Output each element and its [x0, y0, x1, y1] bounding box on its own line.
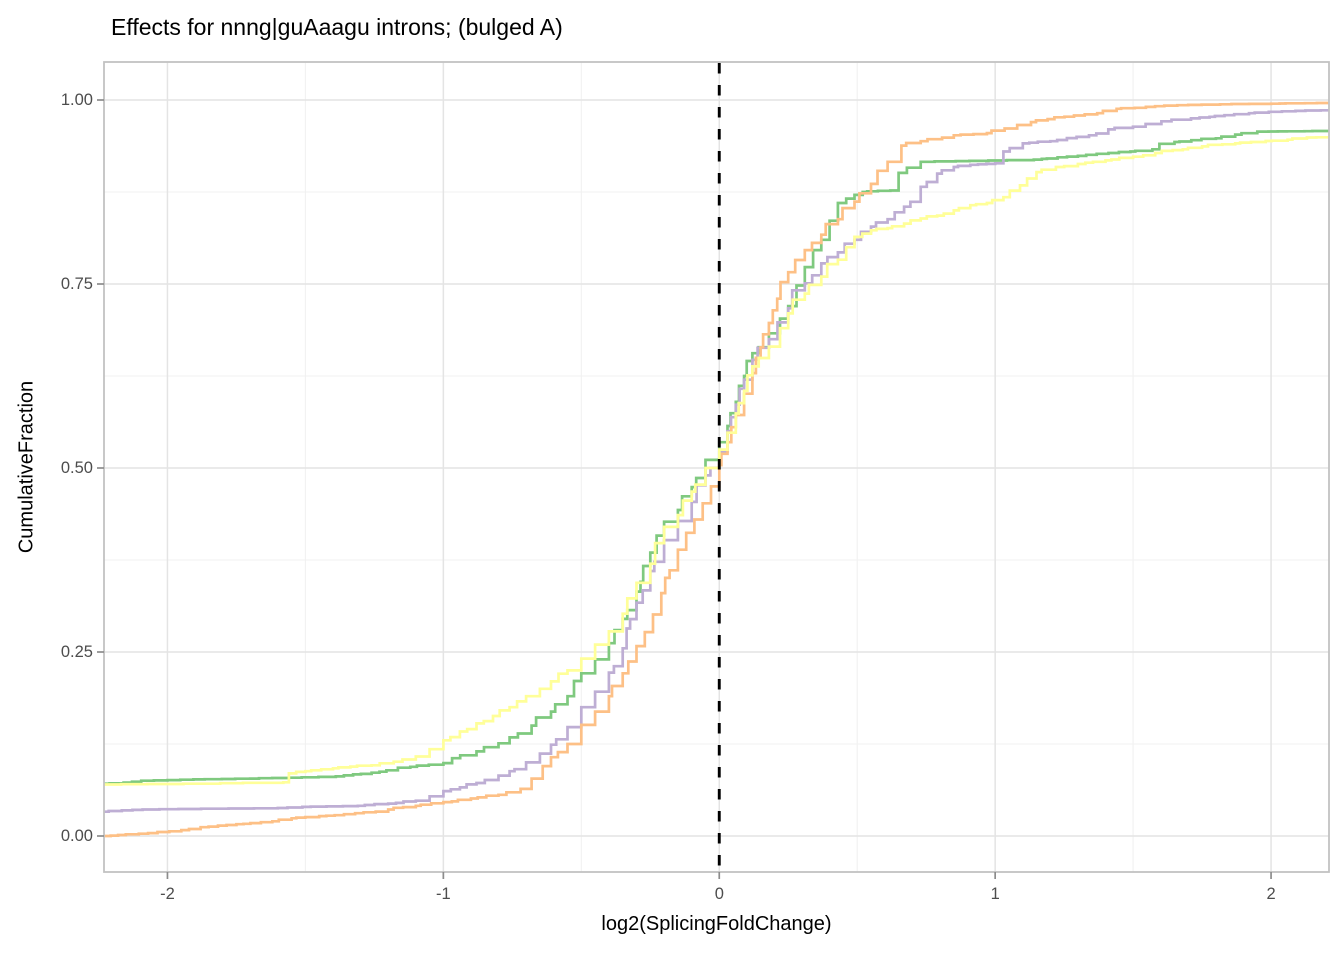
y-axis-title: CumulativeFraction [15, 380, 38, 554]
plot-panel-border [103, 61, 1330, 873]
series-green-line [104, 129, 1329, 786]
plot-title: Effects for nnng|guAaagu introns; (bulge… [111, 14, 563, 40]
series-yellow-line [104, 135, 1329, 786]
x-axis-title: log2(SplicingFoldChange) [601, 913, 832, 935]
series-orange-line [104, 101, 1329, 838]
